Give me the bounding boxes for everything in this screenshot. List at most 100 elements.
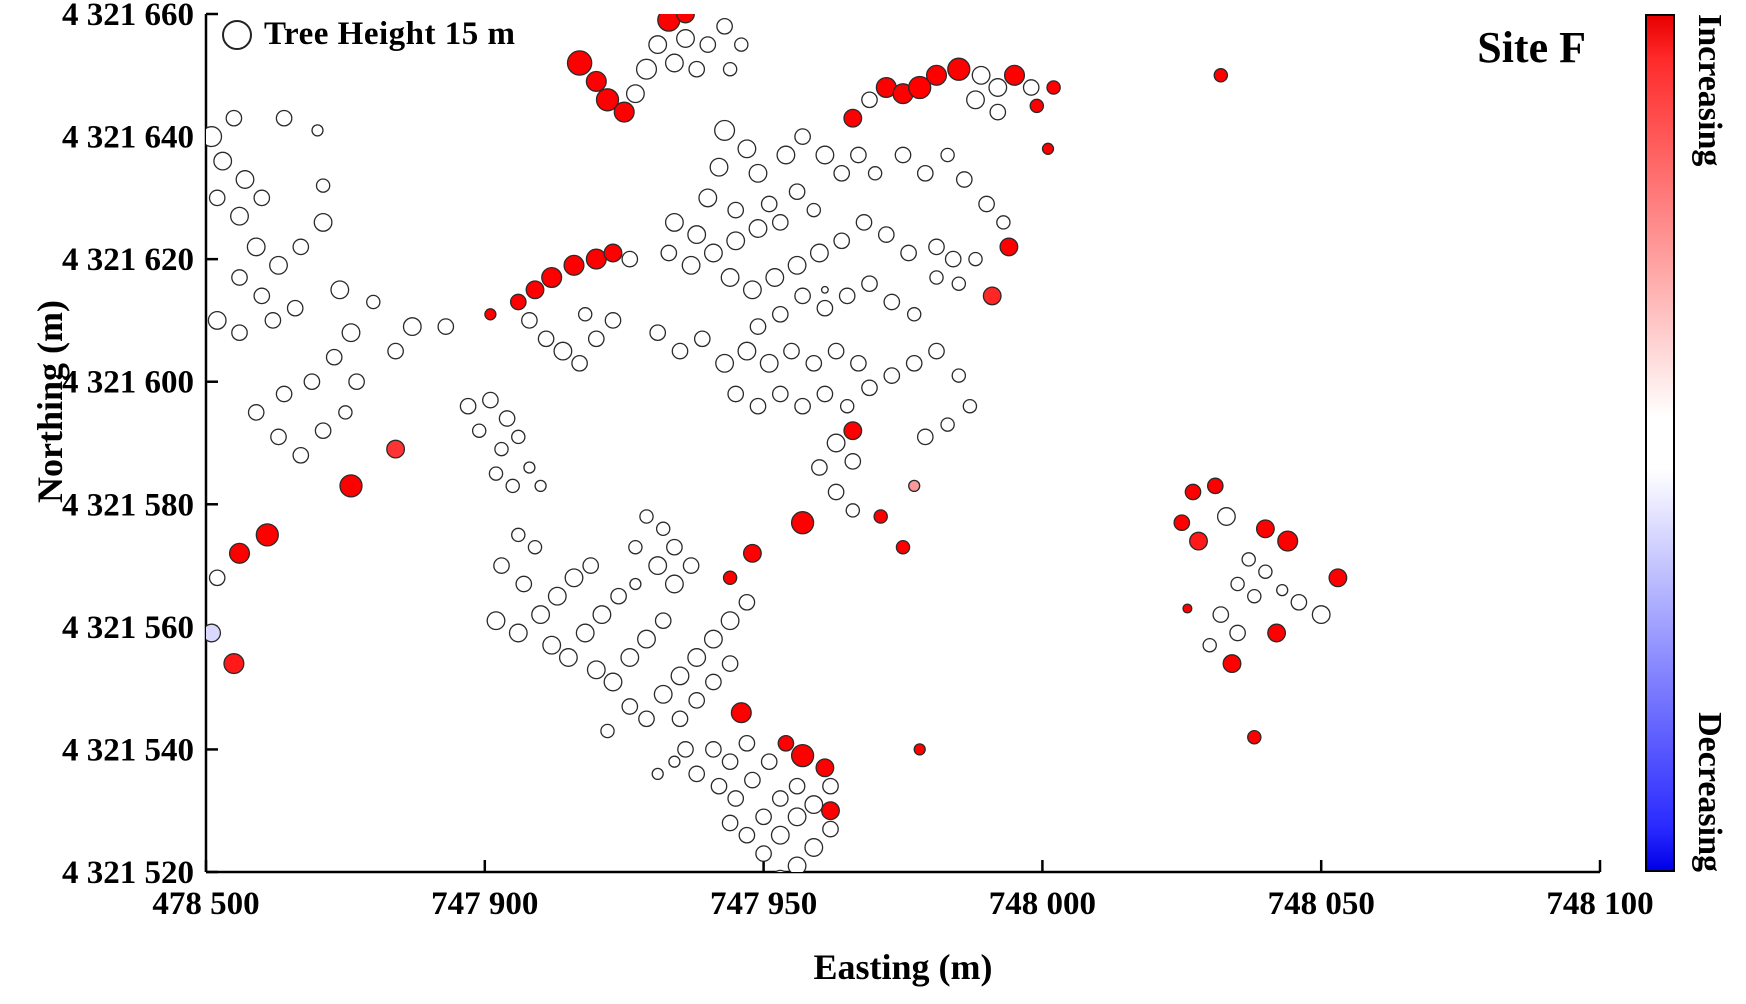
tree-data-point <box>208 569 226 587</box>
tree-data-point <box>664 574 684 594</box>
tree-data-point <box>676 29 695 48</box>
tree-data-point <box>531 605 551 625</box>
tree-data-point <box>521 312 538 329</box>
tree-data-point <box>534 479 547 493</box>
tree-data-point <box>553 341 573 361</box>
tree-data-point <box>571 354 588 372</box>
tree-data-point <box>459 397 477 415</box>
tree-data-point <box>806 202 822 218</box>
tree-data-point <box>703 629 723 649</box>
tree-data-point <box>722 61 738 77</box>
tree-data-point <box>488 466 504 481</box>
tree-data-point <box>929 270 944 285</box>
tree-data-point <box>315 178 331 193</box>
tree-data-point <box>558 648 578 667</box>
tree-data-point <box>940 417 955 432</box>
tree-data-point <box>505 478 520 494</box>
tree-data-point <box>292 238 310 256</box>
tree-data-point <box>951 368 967 383</box>
tree-data-point <box>1212 606 1230 623</box>
y-tick-label: 4 321 620 <box>62 242 194 278</box>
tree-data-point <box>727 201 745 219</box>
tree-data-point <box>231 324 248 342</box>
tree-data-point <box>511 429 526 445</box>
tree-data-point <box>805 354 823 372</box>
tree-data-point <box>677 741 694 758</box>
tree-data-point <box>788 777 806 795</box>
tree-data-point <box>928 238 945 256</box>
tree-data-point <box>648 35 668 55</box>
tree-data-point <box>883 367 901 384</box>
tree-data-point <box>978 195 995 213</box>
tree-data-point <box>648 556 668 576</box>
tree-data-point <box>264 312 282 329</box>
tree-data-point <box>682 557 700 574</box>
tree-data-point <box>720 611 740 631</box>
tree-data-point <box>720 268 740 287</box>
tree-data-point <box>566 50 593 76</box>
tree-data-point <box>982 286 1002 306</box>
tree-data-point <box>654 612 672 630</box>
tree-data-point <box>563 254 585 276</box>
tree-data-point <box>482 391 499 409</box>
tree-data-point <box>386 439 406 459</box>
tree-data-point <box>820 285 829 294</box>
tree-data-point <box>1311 605 1331 625</box>
tree-data-point <box>1255 519 1275 539</box>
tree-data-point <box>916 164 934 182</box>
y-axis-label: Northing (m) <box>30 300 70 503</box>
tree-data-point <box>821 801 840 821</box>
tree-data-point <box>687 648 707 667</box>
tree-data-point <box>771 385 789 403</box>
tree-data-point <box>564 568 584 588</box>
tree-data-point <box>738 826 756 844</box>
tree-data-point <box>494 441 509 457</box>
tree-data-point <box>895 539 911 555</box>
colorbar <box>1645 14 1675 872</box>
tree-data-point <box>231 269 248 286</box>
tree-data-point <box>688 60 706 78</box>
legend: Tree Height 15 m <box>222 16 515 53</box>
tree-data-point <box>338 405 353 420</box>
tree-data-point <box>908 75 932 100</box>
tree-data-point <box>525 280 545 300</box>
tree-data-point <box>1229 624 1246 642</box>
tree-data-point <box>999 237 1019 257</box>
tree-data-point <box>787 255 807 275</box>
tree-data-point <box>693 330 711 348</box>
tree-data-point <box>790 511 815 535</box>
tree-data-point <box>527 539 543 555</box>
tree-data-point <box>1290 593 1308 611</box>
tree-data-point <box>771 790 789 807</box>
tree-data-point <box>547 586 567 606</box>
tree-data-point <box>437 318 455 335</box>
tree-data-point <box>742 543 762 563</box>
tree-data-point <box>1184 483 1202 501</box>
tree-data-point <box>783 342 800 360</box>
tree-data-point <box>790 743 815 768</box>
tree-data-point <box>253 189 271 207</box>
tree-data-point <box>610 587 627 605</box>
y-tick-label: 4 321 640 <box>62 120 194 156</box>
tree-data-point <box>913 743 926 756</box>
tree-data-point <box>765 268 785 287</box>
tree-data-point <box>730 702 752 724</box>
tree-data-point <box>286 299 304 317</box>
tree-data-point <box>508 623 528 643</box>
tree-data-point <box>629 577 642 591</box>
tree-data-point <box>771 305 789 323</box>
tree-data-point <box>1022 79 1040 96</box>
tree-data-point <box>844 453 862 470</box>
tree-data-point <box>246 237 266 257</box>
tree-data-point <box>737 341 757 361</box>
tree-data-point <box>625 84 645 104</box>
tree-data-point <box>710 777 728 795</box>
plot-title: Site F <box>1477 23 1586 72</box>
tree-data-point <box>366 294 381 310</box>
tree-data-point <box>484 308 497 321</box>
tree-data-point <box>664 212 684 232</box>
tree-data-point <box>721 814 739 832</box>
tree-data-point <box>873 509 888 524</box>
tree-data-point <box>206 623 222 643</box>
y-tick-label: 4 321 660 <box>62 0 194 33</box>
